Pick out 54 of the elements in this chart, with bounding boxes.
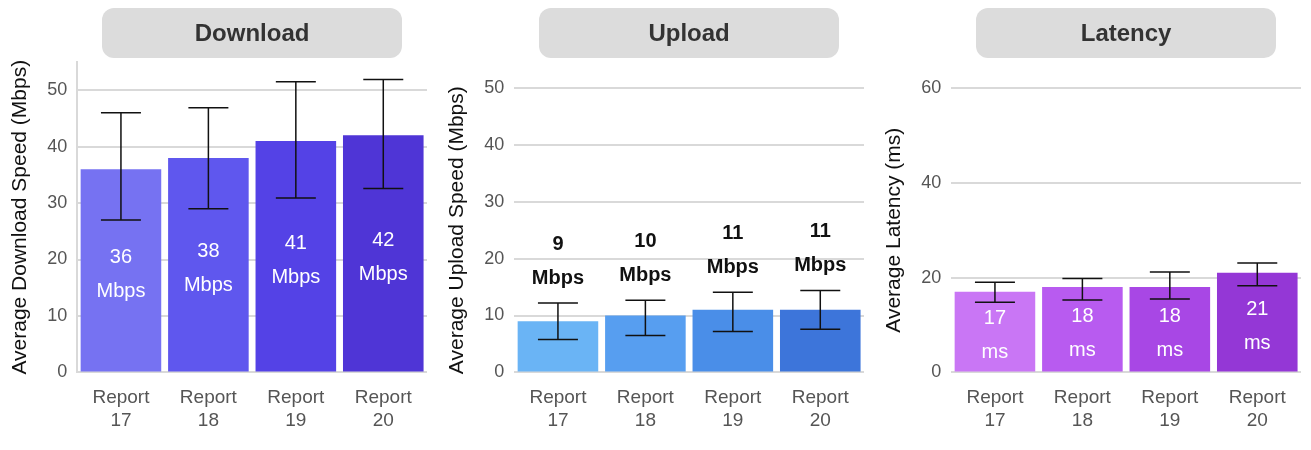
bar [168, 157, 249, 372]
x-tick-label: Report 20 [791, 386, 850, 430]
bar [255, 141, 337, 372]
bar [80, 169, 162, 372]
data-label: 42 Mbps [358, 227, 408, 284]
x-tick-label: Report 18 [1053, 386, 1112, 430]
x-tick-label: Report 18 [179, 386, 238, 430]
data-label: 10 Mbps [619, 228, 672, 285]
x-tick-label: Report 19 [267, 386, 326, 430]
data-label: 21 ms [1243, 296, 1271, 353]
x-tick-label: Report 18 [616, 386, 675, 430]
x-tick-label: Report 20 [1228, 386, 1287, 430]
y-tick-label: 0 [931, 361, 942, 382]
y-tick-label: 10 [47, 304, 68, 325]
y-tick-label: 50 [484, 76, 505, 97]
chart-title: Upload [539, 8, 839, 58]
bar [1216, 272, 1298, 372]
x-tick-label: Report 20 [354, 386, 413, 430]
y-tick-label: 0 [57, 361, 68, 382]
data-label: 17 ms [981, 306, 1009, 363]
y-axis-title: Average Upload Speed (Mbps) [444, 86, 468, 375]
data-label: 41 Mbps [271, 230, 321, 287]
chart-title: Download [102, 8, 402, 58]
bar [342, 135, 424, 372]
y-tick-label: 40 [47, 135, 68, 156]
y-tick-label: 0 [494, 361, 505, 382]
y-tick-label: 50 [47, 79, 68, 100]
y-tick-label: 20 [921, 266, 942, 287]
bar [1129, 287, 1211, 372]
data-label: 18 ms [1069, 303, 1096, 360]
y-tick-label: 30 [484, 190, 505, 211]
y-axis-title: Average Latency (ms) [881, 127, 905, 333]
y-tick-label: 10 [484, 304, 505, 325]
data-label: 9 Mbps [531, 231, 585, 288]
data-label: 36 Mbps [96, 244, 146, 301]
y-tick-label: 40 [484, 133, 505, 154]
data-label: 18 ms [1156, 303, 1184, 360]
x-tick-label: Report 17 [529, 386, 588, 430]
x-tick-label: Report 19 [1141, 386, 1200, 430]
y-tick-label: 60 [921, 76, 942, 97]
data-label: 11 Mbps [794, 219, 847, 276]
y-tick-label: 20 [47, 248, 68, 269]
data-label: 11 Mbps [706, 220, 759, 277]
bar [1042, 287, 1123, 372]
x-tick-label: Report 19 [704, 386, 763, 430]
y-axis-title: Average Download Speed (Mbps) [7, 59, 31, 375]
bar [954, 291, 1036, 372]
data-label: 38 Mbps [183, 239, 233, 296]
chart-title: Latency [976, 8, 1276, 58]
x-tick-label: Report 17 [966, 386, 1025, 430]
y-tick-label: 40 [921, 171, 942, 192]
y-tick-label: 30 [47, 192, 68, 213]
y-tick-label: 20 [484, 247, 505, 268]
x-tick-label: Report 17 [92, 386, 151, 430]
